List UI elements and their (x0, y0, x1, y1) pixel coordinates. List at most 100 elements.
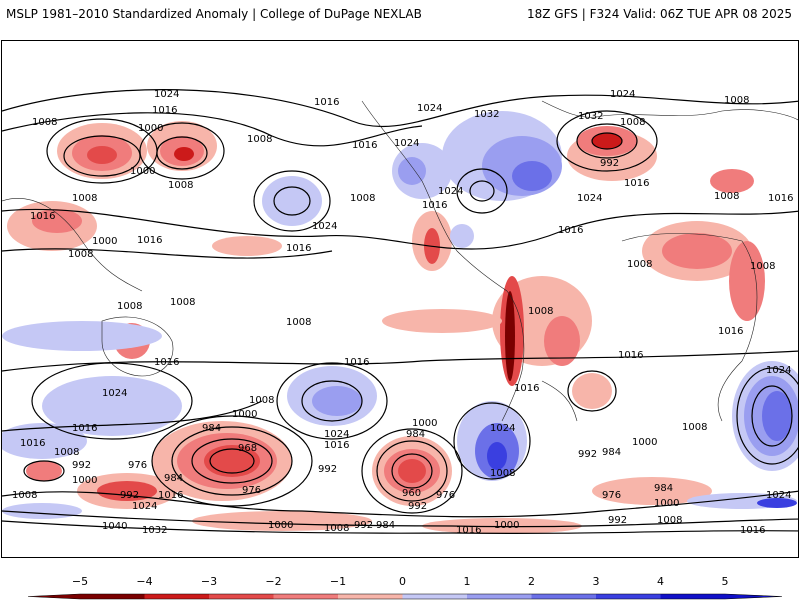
colorbar-segment (338, 594, 403, 599)
colorbar-segment (467, 594, 532, 599)
colorbar-tick-label: 2 (528, 575, 535, 588)
positive-anomaly-shading (2, 111, 798, 519)
colorbar-tick-label: −3 (200, 575, 218, 588)
isobar-label: 1024 (102, 388, 127, 399)
isobar-label: 992 (120, 490, 139, 501)
colorbar-segment (273, 594, 338, 599)
colorbar-tick-label: 3 (592, 575, 600, 588)
isobar-label: 1000 (92, 236, 117, 247)
isobar-label: 1008 (170, 297, 195, 308)
isobar-labels: 1024 1016 1024 1024 1008 1016 1008 1000 … (12, 89, 793, 536)
isobar-label: 1016 (72, 423, 97, 434)
isobar-label: 992 (600, 158, 619, 169)
isobar-label: 1008 (724, 95, 749, 106)
isobar-label: 1024 (766, 365, 791, 376)
negative-anomaly-shading (7, 121, 765, 534)
model-valid-time: 18Z GFS | F324 Valid: 06Z TUE APR 08 202… (526, 7, 792, 21)
isobar-label: 1008 (620, 117, 645, 128)
isobar-label: 1008 (714, 191, 739, 202)
isobar-label: 992 (408, 501, 427, 512)
colorbar-tick-label: −1 (329, 575, 347, 588)
colorbar-tick-label: −2 (265, 575, 282, 588)
colorbar-strip (27, 593, 783, 600)
isobar-label: 1016 (558, 225, 583, 236)
colorbar-segment (660, 594, 725, 599)
isobar-label: 1024 (394, 138, 419, 149)
isobar-label: 984 (202, 423, 221, 434)
isobar-label: 1024 (312, 221, 337, 232)
colorbar-segment (209, 594, 274, 599)
colorbar-outline (27, 593, 783, 600)
map-canvas: 1024 1016 1024 1024 1008 1016 1008 1000 … (2, 89, 798, 536)
isobar-label: 976 (602, 490, 621, 501)
colorbar-segment (596, 594, 661, 599)
isobar-label: 1000 (130, 166, 155, 177)
isobar-label: 1008 (168, 180, 193, 191)
isobar-label: 1024 (490, 423, 515, 434)
isobar-label: 1000 (494, 520, 519, 531)
isobar-label: 1024 (154, 89, 179, 100)
isobar-label: 1008 (657, 515, 682, 526)
isobar-label: 1008 (324, 523, 349, 534)
isobar-label: 1016 (456, 525, 481, 536)
isobar-label: 1000 (632, 437, 657, 448)
isobar-label: 1040 (102, 521, 127, 532)
coastlines (2, 100, 798, 422)
isobar-label: 1016 (352, 140, 377, 151)
isobar-label: 1024 (132, 501, 157, 512)
isobar-label: 1008 (750, 261, 775, 272)
isobar-label: 1024 (577, 193, 602, 204)
colorbar-tick-label: 0 (399, 575, 406, 588)
isobar-label: 1016 (152, 105, 177, 116)
isobar-label: 1000 (72, 475, 97, 486)
isobar-label: 1016 (422, 200, 447, 211)
map-title: MSLP 1981–2010 Standardized Anomaly | Co… (6, 7, 422, 21)
isobar-label: 1000 (138, 123, 163, 134)
colorbar-tick-label: −5 (71, 575, 89, 588)
isobar-label: 1008 (68, 249, 93, 260)
isobar-label: 992 (72, 460, 91, 471)
anomaly-colorbar (0, 570, 800, 600)
isobar-label: 1008 (682, 422, 707, 433)
isobar-label: 1008 (247, 134, 272, 145)
colorbar-tick-label: −4 (136, 575, 153, 588)
header: MSLP 1981–2010 Standardized Anomaly | Co… (0, 0, 800, 28)
anomaly-map: 1024 1016 1024 1024 1008 1016 1008 1000 … (1, 40, 799, 558)
isobar-label: 1008 (528, 306, 553, 317)
isobar-label: 1024 (438, 186, 463, 197)
colorbar-segment (80, 594, 145, 599)
isobar-label: 1008 (117, 301, 142, 312)
isobar-label: 976 (436, 490, 455, 501)
isobar-label: 1008 (12, 490, 37, 501)
isobar-label: 1016 (768, 193, 793, 204)
isobar-label: 1008 (32, 117, 57, 128)
isobar-label: 1000 (268, 520, 293, 531)
isobar-label: 976 (242, 485, 261, 496)
isobar-label: 1000 (654, 498, 679, 509)
isobar-label: 992 (578, 449, 597, 460)
isobar-label: 1016 (158, 490, 183, 501)
isobar-label: 1000 (412, 418, 437, 429)
isobar-label: 1008 (350, 193, 375, 204)
colorbar-left-arrow (28, 594, 80, 599)
isobar-label: 1008 (249, 395, 274, 406)
isobar-label: 976 (128, 460, 147, 471)
isobar-label: 1016 (30, 211, 55, 222)
isobar-label: 1016 (514, 383, 539, 394)
isobar-label: 1008 (490, 468, 515, 479)
isobar-label: 960 (402, 488, 421, 499)
isobar-label: 1008 (72, 193, 97, 204)
colorbar-segment (402, 594, 467, 599)
isobar-label: 1008 (627, 259, 652, 270)
isobar-label: 1024 (610, 89, 635, 100)
isobar-label: 1016 (740, 525, 765, 536)
isobar-label: 984 (164, 473, 183, 484)
isobar-label: 1024 (324, 429, 349, 440)
isobar-label: 1016 (618, 350, 643, 361)
colorbar-tick-label: 1 (463, 575, 471, 588)
isobar-label: 984 (602, 447, 621, 458)
isobar-label: 1032 (142, 525, 167, 536)
isobar-label: 1032 (578, 111, 603, 122)
colorbar-segment (531, 594, 596, 599)
isobar-label: 1000 (232, 409, 257, 420)
